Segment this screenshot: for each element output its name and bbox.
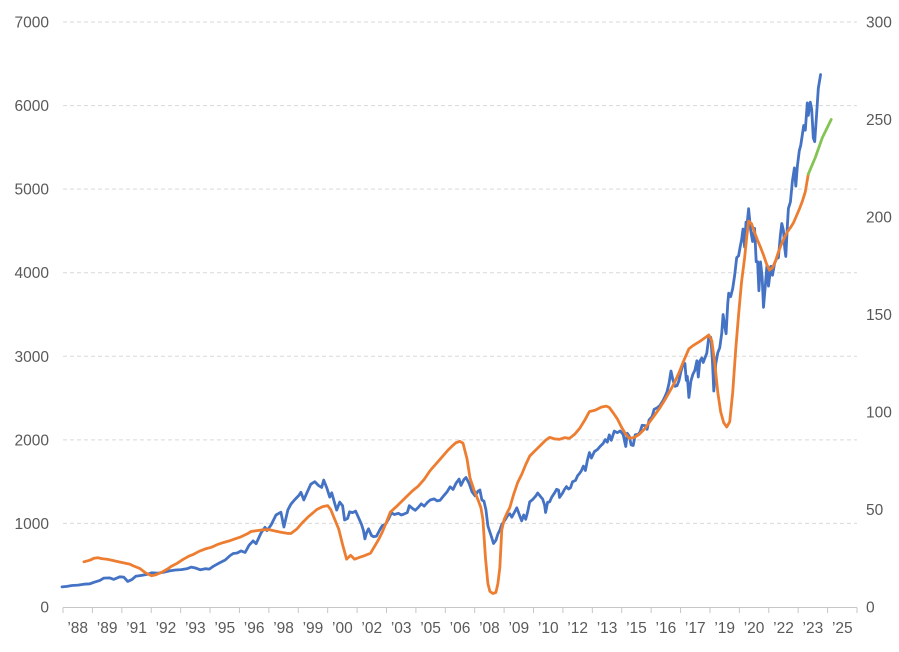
- left-axis-tick-label: 6000: [15, 98, 50, 115]
- x-axis-tick-label: ’98: [273, 620, 294, 637]
- x-axis-tick-label: ’16: [656, 620, 677, 637]
- left-axis-tick-label: 7000: [15, 15, 50, 32]
- right-axis-tick-label: 50: [866, 502, 884, 519]
- x-axis-tick-label: ’08: [479, 620, 500, 637]
- x-axis-tick-label: ’03: [391, 620, 412, 637]
- x-axis-tick-label: ’06: [450, 620, 471, 637]
- x-axis-tick-label: ’96: [244, 620, 265, 637]
- x-axis-tick-label: ’23: [803, 620, 824, 637]
- x-axis-tick-label: ’02: [361, 620, 382, 637]
- left-axis-tick-label: 2000: [15, 432, 50, 449]
- right-axis-tick-label: 150: [866, 307, 892, 324]
- x-axis-tick-label: ’15: [626, 620, 647, 637]
- x-axis-tick-marks: [62, 607, 858, 613]
- x-axis-tick-label: ’22: [773, 620, 794, 637]
- x-axis-tick-label: ’09: [508, 620, 529, 637]
- right-axis-tick-label: 300: [866, 15, 892, 32]
- left-axis-tick-label: 1000: [15, 516, 50, 533]
- x-axis-tick-label: ’93: [185, 620, 206, 637]
- x-axis-tick-label: ’12: [567, 620, 588, 637]
- x-axis-tick-label: ’88: [67, 620, 88, 637]
- x-axis-tick-label: ’05: [420, 620, 441, 637]
- series-orange-line: [82, 172, 810, 595]
- x-axis-tick-label: ’92: [156, 620, 177, 637]
- x-axis-tick-label: ’95: [214, 620, 235, 637]
- x-axis-labels: ’88 ’89 ’91 ’92 ’93 ’95 ’96 ’98 ’99 ’00 ’02 ’03 ’05 ’…: [67, 620, 852, 637]
- x-axis-tick-label: ’13: [597, 620, 618, 637]
- chart-series: [60, 73, 833, 595]
- series-green-line: [806, 118, 833, 176]
- x-axis-tick-label: ’25: [832, 620, 853, 637]
- right-axis-tick-label: 100: [866, 405, 892, 422]
- right-axis-tick-label: 0: [866, 600, 875, 617]
- x-axis-tick-label: ’91: [126, 620, 147, 637]
- right-axis-labels: 0 50 100 150 200 250 300: [866, 15, 892, 617]
- x-axis-tick-label: ’19: [714, 620, 735, 637]
- series-blue-line: [60, 73, 822, 589]
- x-axis-tick-label: ’00: [332, 620, 353, 637]
- right-axis-tick-label: 250: [866, 112, 892, 129]
- x-axis-tick-label: ’99: [303, 620, 324, 637]
- left-axis-tick-label: 3000: [15, 349, 50, 366]
- left-axis-tick-label: 4000: [15, 265, 50, 282]
- x-axis-tick-label: ’10: [538, 620, 559, 637]
- left-axis-labels: 0 1000 2000 3000 4000 5000 6000 7000: [15, 15, 50, 617]
- x-axis-tick-label: ’20: [744, 620, 765, 637]
- x-axis-tick-label: ’17: [685, 620, 706, 637]
- left-axis-tick-label: 0: [40, 600, 49, 617]
- right-axis-tick-label: 200: [866, 210, 892, 227]
- left-axis-tick-label: 5000: [15, 182, 50, 199]
- gridlines: [63, 21, 857, 524]
- x-axis-tick-label: ’89: [97, 620, 118, 637]
